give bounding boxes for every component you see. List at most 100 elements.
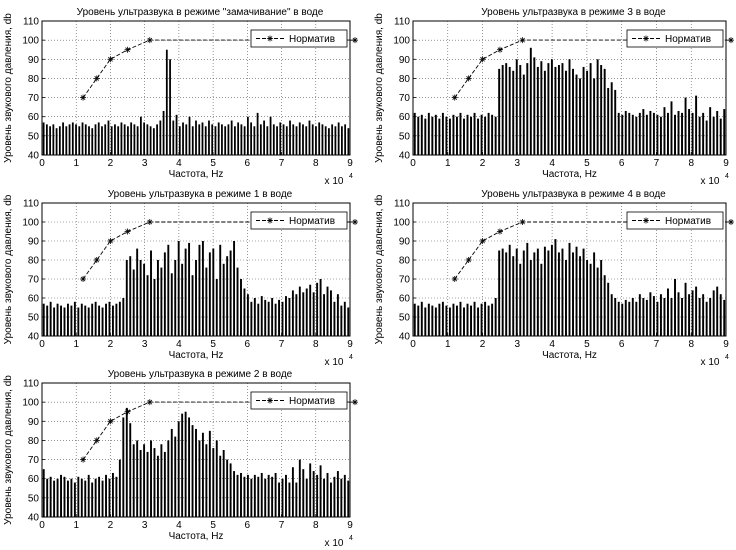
bar [420, 114, 423, 155]
bar [122, 298, 125, 336]
x-axis-label: Частота, Hz [169, 350, 224, 361]
bar [184, 411, 187, 517]
bar [46, 305, 49, 336]
chart-title: Уровень ультразвука в режиме 2 в воде [108, 369, 293, 380]
bar [129, 423, 132, 517]
bar [133, 124, 136, 155]
norm-marker [124, 46, 131, 53]
bar [543, 70, 546, 155]
bar [561, 248, 564, 336]
bar [649, 292, 652, 336]
bar [191, 275, 194, 336]
bar [125, 260, 128, 336]
bar [319, 465, 322, 517]
bar [417, 305, 420, 336]
x-tick-label: 6 [245, 520, 251, 531]
bar [631, 298, 634, 336]
bar [455, 116, 458, 155]
legend-marker [267, 35, 273, 42]
bar [162, 110, 165, 155]
norm-marker [93, 257, 100, 263]
x-tick-label: 0 [410, 158, 416, 169]
norm-line [82, 39, 350, 98]
bar [484, 301, 487, 336]
bar [610, 294, 613, 336]
x-tick-label: 8 [688, 158, 694, 169]
bar [716, 286, 719, 336]
bar [674, 114, 676, 155]
bar [191, 425, 194, 517]
bar [434, 307, 437, 336]
chart-title: Уровень ультразвука в режиме 3 в воде [481, 7, 666, 18]
bar [565, 70, 567, 155]
bar [288, 482, 291, 517]
bar [60, 305, 62, 336]
bar [67, 303, 69, 336]
x-tick-label: 1 [73, 520, 79, 531]
x-axis-label: Частота, Hz [542, 169, 597, 180]
bar [49, 126, 51, 155]
bar [175, 114, 178, 155]
bar [181, 413, 184, 517]
x-tick-label: 3 [142, 339, 148, 350]
bar [260, 296, 263, 336]
y-tick-label: 50 [28, 493, 40, 504]
bar [279, 122, 282, 155]
bar [198, 124, 201, 155]
bar [603, 275, 606, 336]
x-tick-label: 0 [410, 339, 416, 350]
bar [107, 120, 110, 155]
norm-marker [352, 219, 358, 225]
bar [579, 78, 582, 155]
bar [250, 122, 253, 155]
y-tick-label: 50 [399, 131, 411, 142]
bar [614, 298, 617, 336]
bar [709, 298, 712, 336]
bar [638, 112, 641, 155]
bar [326, 472, 329, 517]
y-tick-label: 50 [28, 313, 40, 324]
bar [115, 476, 118, 517]
bar [177, 421, 180, 517]
x-tick-label: 8 [313, 158, 319, 169]
x-tick-label: 3 [142, 158, 148, 169]
bar [705, 301, 708, 336]
bar [281, 478, 284, 517]
bar [331, 124, 334, 155]
bar [336, 294, 339, 336]
bar [328, 128, 330, 155]
bar [198, 440, 201, 517]
bar [291, 467, 294, 517]
chart-title: Уровень ультразвука в режиме 4 в воде [481, 189, 666, 200]
x-tick-label: 9 [347, 339, 353, 350]
bar [77, 476, 80, 517]
bar [229, 250, 232, 336]
bar [70, 305, 73, 336]
bar [150, 250, 152, 336]
bar [70, 478, 73, 517]
bar [101, 480, 104, 517]
bar [617, 112, 620, 155]
bar [260, 472, 263, 517]
bar [498, 68, 501, 155]
x-tick-label: 4 [176, 520, 182, 531]
bar [624, 110, 627, 155]
bar [568, 242, 571, 336]
bar [656, 114, 659, 155]
x-tick-label: 7 [279, 339, 285, 350]
bar [55, 128, 58, 155]
bar [463, 307, 465, 336]
legend: Норматив [250, 211, 348, 230]
bar [312, 292, 315, 336]
bar [230, 120, 233, 155]
bar [424, 307, 427, 336]
bar [568, 59, 571, 155]
bar [101, 307, 104, 336]
bar [278, 482, 281, 517]
bar [670, 101, 673, 155]
bar [508, 244, 511, 336]
x-tick-label: 1 [73, 158, 79, 169]
bar [195, 120, 197, 155]
bar [438, 118, 441, 155]
bar [149, 126, 152, 155]
